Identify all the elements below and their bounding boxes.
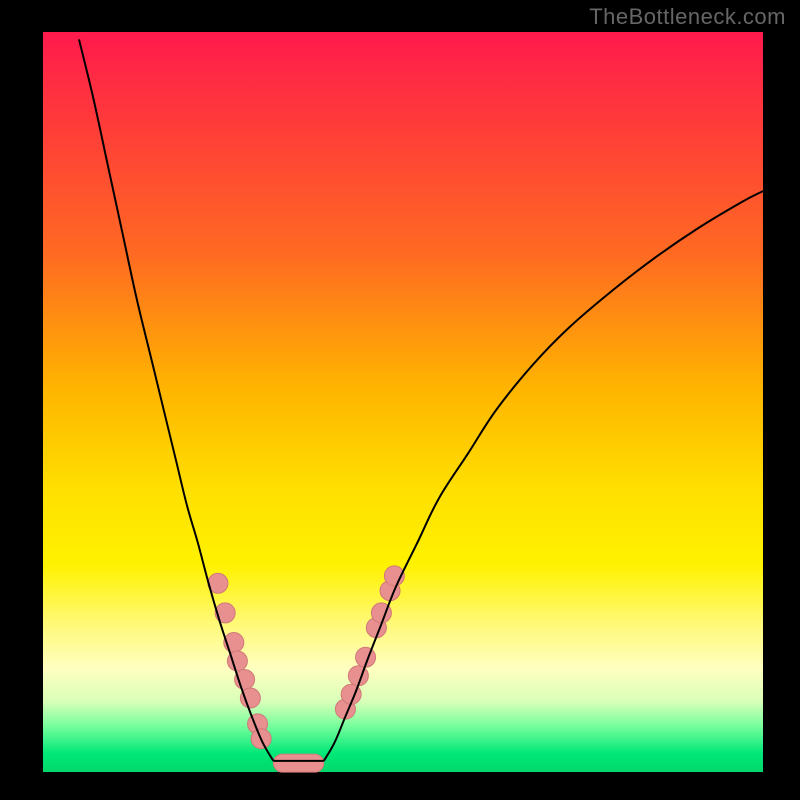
curve-left-branch — [79, 39, 273, 761]
chart-stage: TheBottleneck.com — [0, 0, 800, 800]
watermark-text: TheBottleneck.com — [589, 4, 786, 30]
bottom-capsule-marker — [273, 754, 323, 772]
curve-overlay — [0, 0, 800, 800]
curve-right-branch — [324, 191, 763, 761]
